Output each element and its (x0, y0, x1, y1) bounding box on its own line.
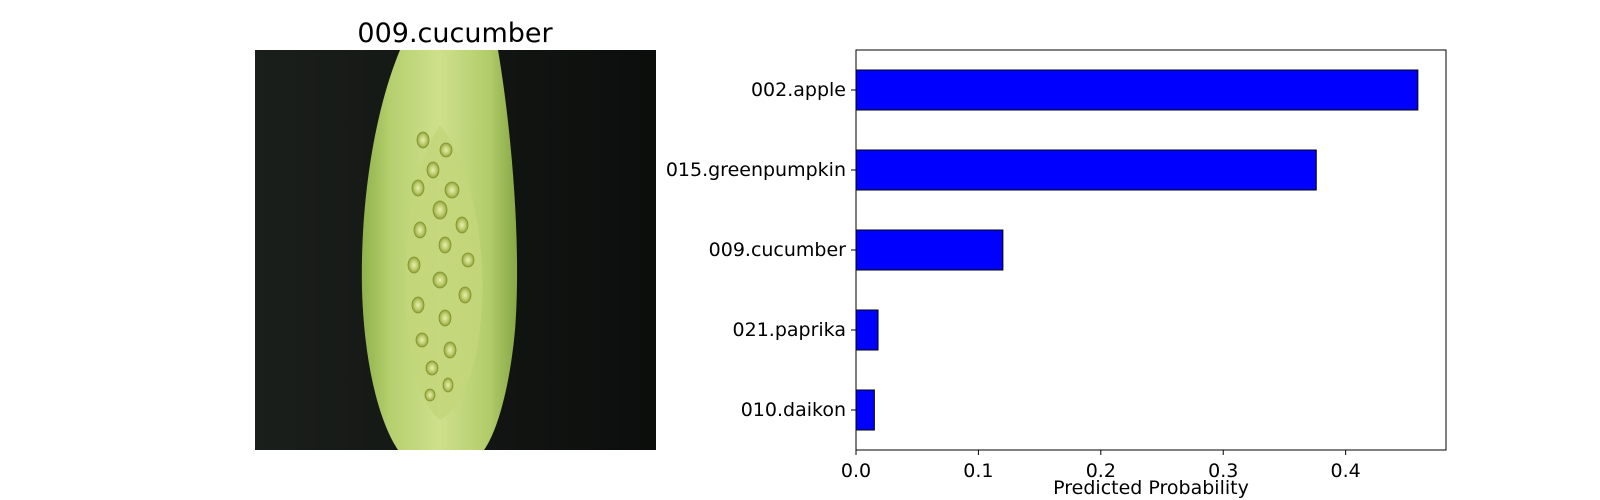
x-axis-label: Predicted Probability (1053, 477, 1249, 499)
cucumber-seeds (407, 131, 475, 402)
bar-015-greenpumpkin (855, 149, 1317, 191)
category-label: 002.apple (751, 79, 846, 101)
x-axis: 0.0 0.1 0.2 0.3 0.4 (841, 450, 1361, 482)
bar-002-apple (855, 69, 1419, 111)
probability-bar-chart: 002.apple 015.greenpumpkin 009.cucumber 021… (666, 49, 1447, 499)
bars-group (855, 69, 1419, 431)
category-label: 015.greenpumpkin (666, 159, 846, 181)
bar-021-paprika (855, 309, 879, 351)
cucumber-photo (255, 50, 656, 450)
x-tick-label: 0.3 (1208, 460, 1238, 482)
image-title: 009.cucumber (357, 18, 553, 49)
category-labels-group: 002.apple 015.greenpumpkin 009.cucumber 021… (666, 79, 856, 421)
x-tick-label: 0.1 (963, 460, 993, 482)
bar-009-cucumber (855, 229, 1004, 271)
category-label: 009.cucumber (709, 239, 847, 261)
category-label: 021.paprika (733, 319, 846, 341)
x-tick-label: 0.2 (1086, 460, 1116, 482)
x-tick-label: 0.4 (1331, 460, 1361, 482)
x-tick-label: 0.0 (841, 460, 871, 482)
bar-010-daikon (855, 389, 875, 431)
category-label: 010.daikon (741, 399, 846, 421)
